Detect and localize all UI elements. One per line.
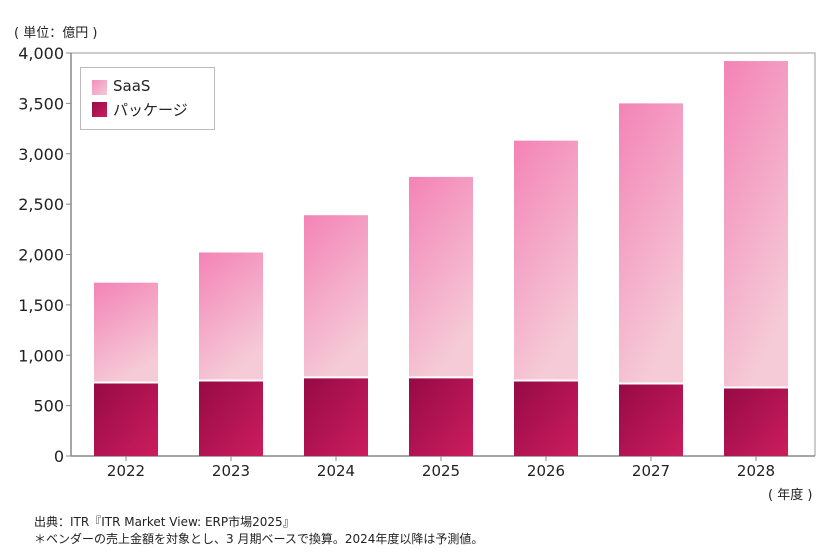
bar-package [724,387,788,456]
bar-package [514,380,578,456]
bar-package [409,377,473,456]
y-tick-label: 3,000 [18,145,64,164]
y-tick-label: 2,500 [18,195,64,214]
bar-saas [94,282,158,383]
unit-label: ( 単位：億円 ) [14,26,98,41]
bar-saas [619,103,683,384]
legend: SaaS パッケージ [80,67,215,130]
x-tick-label: 2027 [632,462,670,480]
bar-saas [409,176,473,378]
y-tick-label: 4,000 [18,44,64,63]
x-tick-label: 2026 [527,462,565,480]
y-tick-label: 0 [54,447,64,466]
bar-package [199,380,263,456]
legend-label-package: パッケージ [113,101,188,119]
bar-package [94,382,158,456]
plot-frame [71,52,816,456]
bar-saas [514,140,578,381]
y-tick-label: 1,500 [18,296,64,315]
bar-saas [304,215,368,378]
x-tick-label: 2024 [317,462,355,480]
x-tick-label: 2023 [212,462,250,480]
y-tick-label: 2,000 [18,246,64,265]
footnote: ＊ベンダーの売上金額を対象とし、3 月期ベースで換算。2024年度以降は予測値。 [34,532,484,546]
bar-package [304,377,368,456]
bar-package [619,383,683,456]
source-note: 出典：ITR『ITR Market View: ERP市場2025』 [34,515,295,529]
x-tick-label: 2022 [107,462,145,480]
y-tick-label: 500 [33,397,64,416]
legend-swatch-package [92,102,107,117]
x-tick-label: 2028 [737,462,775,480]
bar-saas [199,252,263,381]
x-tick-label: 2025 [422,462,460,480]
y-tick-label: 1,000 [18,346,64,365]
x-axis-label: ( 年度 ) [768,488,813,503]
legend-label-saas: SaaS [113,77,151,95]
y-tick-label: 3,500 [18,94,64,113]
legend-swatch-saas [92,80,107,95]
bar-saas [724,61,788,388]
